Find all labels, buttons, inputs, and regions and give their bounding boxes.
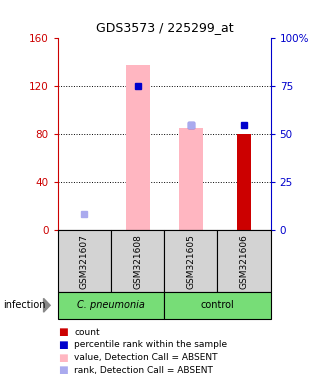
- Text: ■: ■: [58, 340, 68, 350]
- Bar: [58, 292, 164, 319]
- Text: count: count: [74, 328, 100, 337]
- Bar: [217, 230, 271, 292]
- Bar: [126, 65, 149, 230]
- Text: C. pneumonia: C. pneumonia: [77, 300, 145, 310]
- Text: ■: ■: [58, 365, 68, 375]
- Text: ■: ■: [58, 327, 68, 337]
- Text: GSM321605: GSM321605: [186, 234, 195, 288]
- Bar: [164, 230, 217, 292]
- Text: percentile rank within the sample: percentile rank within the sample: [74, 340, 227, 349]
- Text: infection: infection: [3, 300, 46, 310]
- Text: rank, Detection Call = ABSENT: rank, Detection Call = ABSENT: [74, 366, 213, 375]
- Text: control: control: [201, 300, 234, 310]
- Bar: [237, 134, 250, 230]
- Bar: [111, 230, 164, 292]
- Bar: [58, 230, 111, 292]
- Bar: [164, 292, 271, 319]
- Text: GSM321608: GSM321608: [133, 234, 142, 288]
- Text: GDS3573 / 225299_at: GDS3573 / 225299_at: [96, 21, 234, 34]
- Text: ■: ■: [58, 353, 68, 362]
- Text: GSM321607: GSM321607: [80, 234, 89, 288]
- Text: value, Detection Call = ABSENT: value, Detection Call = ABSENT: [74, 353, 218, 362]
- Text: GSM321606: GSM321606: [240, 234, 248, 288]
- Bar: [179, 128, 203, 230]
